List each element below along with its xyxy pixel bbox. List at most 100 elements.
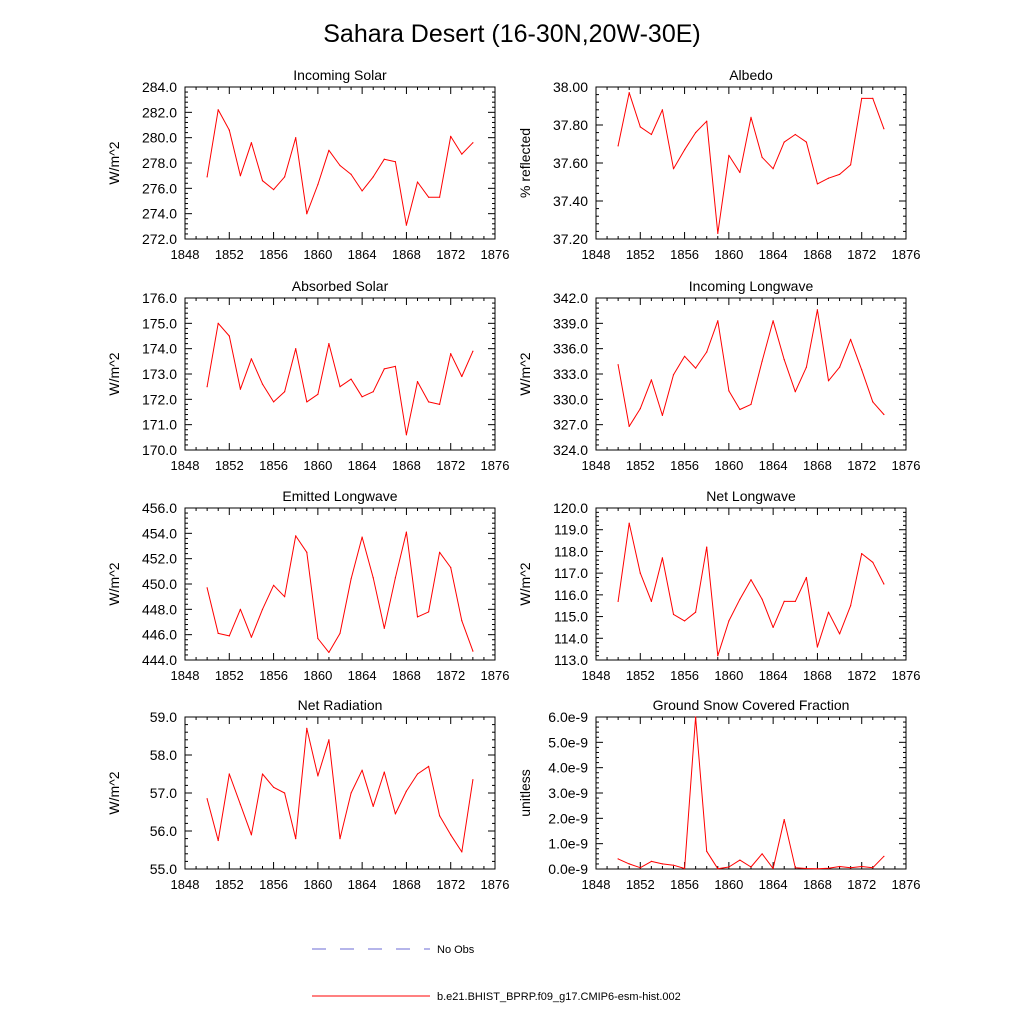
data-point (628, 425, 630, 427)
y-tick-label: 115.0 (554, 609, 588, 625)
data-point (827, 177, 830, 179)
x-tick-label: 1852 (626, 877, 655, 892)
y-tick-label: 57.0 (150, 785, 177, 801)
data-point (428, 196, 430, 198)
data-point (273, 786, 275, 788)
data-point (217, 322, 219, 324)
data-point (883, 583, 885, 585)
data-point (650, 133, 653, 136)
data-point (706, 120, 708, 122)
y-tick-label: 339.0 (553, 315, 588, 331)
x-tick-label: 1856 (670, 247, 699, 262)
x-tick-label: 1868 (392, 247, 421, 262)
data-point (706, 850, 708, 852)
data-point (405, 434, 407, 436)
data-point (805, 576, 808, 579)
panel-title: Ground Snow Covered Fraction (653, 697, 850, 713)
x-tick-label: 1860 (303, 668, 332, 683)
data-point (739, 859, 741, 861)
series-line (617, 716, 885, 870)
panel-title: Absorbed Solar (292, 278, 389, 294)
y-tick-label: 454.0 (142, 525, 177, 541)
data-point (383, 158, 385, 160)
data-point (439, 196, 441, 198)
data-point (861, 97, 863, 99)
data-point (217, 632, 219, 635)
y-tick-label: 172.0 (142, 391, 177, 407)
data-point (372, 176, 374, 178)
data-point (861, 369, 863, 371)
data-point (672, 374, 675, 376)
data-point (816, 868, 819, 870)
data-point (328, 651, 330, 654)
data-point (261, 608, 264, 610)
y-tick-label: 342.0 (553, 290, 588, 306)
data-point (306, 213, 308, 215)
x-tick-label: 1864 (759, 877, 788, 892)
x-tick-label: 1848 (582, 877, 611, 892)
data-point (239, 803, 241, 806)
plot-frame (595, 297, 907, 451)
x-tick-label: 1856 (259, 458, 288, 473)
data-point (805, 366, 808, 368)
data-point (872, 867, 874, 869)
data-point (661, 109, 664, 111)
x-tick-label: 1856 (670, 458, 699, 473)
data-point (339, 386, 341, 388)
y-tick-label: 119.0 (554, 522, 588, 538)
data-point (261, 180, 264, 182)
x-tick-label: 1868 (392, 877, 421, 892)
y-axis-label: W/m^2 (517, 562, 533, 605)
data-point (228, 335, 230, 337)
data-point (728, 154, 730, 156)
data-point (717, 232, 719, 234)
x-tick-label: 1848 (171, 668, 200, 683)
panels: Incoming Solar W/m^2 1848 1852 1856 1860 1864 1… (106, 67, 920, 892)
data-point (228, 773, 230, 775)
data-point (783, 600, 785, 603)
x-tick-label: 1852 (626, 458, 655, 473)
y-tick-label: 282.0 (142, 104, 177, 120)
y-tick-label: 176.0 (142, 290, 177, 306)
data-point (772, 320, 774, 322)
x-tick-label: 1864 (759, 247, 788, 262)
y-tick-label: 278.0 (142, 155, 177, 171)
series-line (206, 727, 474, 853)
data-point (372, 805, 374, 807)
data-point (394, 577, 396, 579)
x-tick-label: 1876 (481, 458, 510, 473)
y-tick-label: 37.40 (553, 193, 588, 209)
y-tick-label: 37.60 (553, 155, 588, 171)
x-tick-label: 1852 (215, 877, 244, 892)
data-point (684, 867, 686, 870)
data-point (250, 636, 252, 638)
data-point (206, 587, 208, 589)
data-point (450, 566, 452, 569)
plot-frame (184, 716, 496, 870)
data-point (695, 132, 697, 134)
data-point (361, 396, 363, 398)
x-tick-label: 1876 (892, 877, 921, 892)
y-axis-label: W/m^2 (106, 141, 122, 184)
data-point (783, 819, 785, 821)
y-tick-label: 175.0 (142, 315, 177, 331)
data-point (861, 865, 863, 868)
data-point (273, 401, 275, 403)
x-tick-label: 1852 (215, 247, 244, 262)
x-tick-label: 1868 (392, 458, 421, 473)
data-point (772, 626, 774, 629)
series-line (206, 109, 474, 226)
data-point (706, 546, 708, 548)
legend-label-no-obs: No Obs (437, 944, 475, 956)
data-point (372, 391, 374, 393)
series-line (617, 92, 885, 234)
data-point (295, 348, 297, 350)
panel-4: Emitted Longwave W/m^2 1848 1852 1856 1860 186… (106, 488, 509, 683)
data-point (472, 779, 474, 781)
data-point (394, 161, 396, 163)
data-point (383, 368, 385, 370)
panel-0: Incoming Solar W/m^2 1848 1852 1856 1860 1864 1… (106, 67, 509, 262)
data-point (617, 600, 619, 603)
data-point (617, 145, 619, 147)
data-point (461, 153, 463, 155)
